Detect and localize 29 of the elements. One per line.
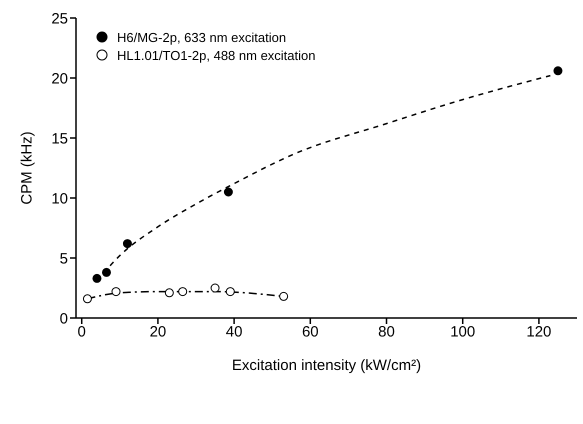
x-tick-label: 40 — [226, 324, 242, 341]
point — [92, 274, 102, 283]
point — [102, 268, 111, 277]
y-axis-title: CPM (kHz) — [18, 131, 36, 205]
point — [164, 288, 174, 298]
x-tick-label: 0 — [78, 324, 86, 341]
y-tick-label: 10 — [51, 190, 68, 208]
point — [210, 284, 220, 292]
y-tick-label: 25 — [51, 10, 68, 28]
point — [122, 239, 132, 248]
x-tick-label: 60 — [302, 324, 319, 341]
x-tick-label: 100 — [450, 324, 476, 341]
point — [553, 66, 562, 76]
x-tick-label: 80 — [378, 324, 395, 341]
point — [224, 188, 233, 196]
legend-label: H6/MG-2p, 633 nm excitation — [117, 30, 286, 44]
point — [82, 294, 92, 304]
y-tick-label: 0 — [60, 310, 68, 328]
x-tick-label: 20 — [150, 324, 166, 341]
point — [112, 287, 121, 296]
point — [178, 287, 188, 296]
x-tick-label: 120 — [526, 324, 552, 341]
legend-label: HL1.01/TO1-2p, 488 nm excitation — [117, 48, 316, 62]
y-tick-label: 5 — [60, 250, 68, 268]
y-tick-label: 20 — [51, 70, 68, 88]
y-tick-label: 15 — [51, 130, 68, 148]
x-axis-title: Excitation intensity (kW/cm²) — [232, 357, 422, 374]
point — [226, 287, 235, 296]
point — [279, 292, 288, 301]
